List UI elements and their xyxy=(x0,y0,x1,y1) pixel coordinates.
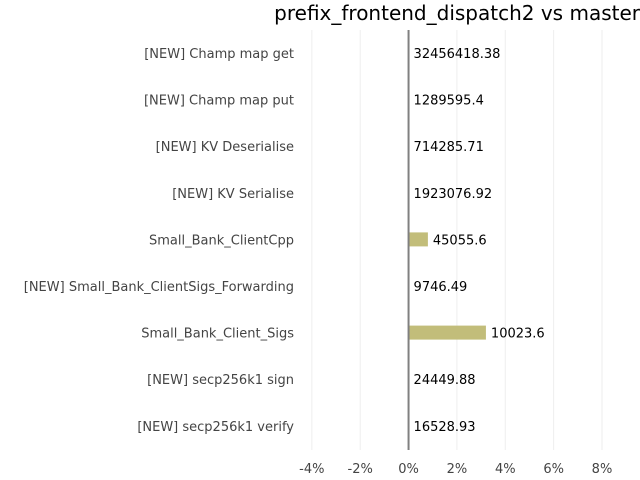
category-labels: [NEW] Champ map get [NEW] Champ map put [N… xyxy=(24,47,295,435)
category-label: [NEW] Small_Bank_ClientSigs_Forwarding xyxy=(24,280,294,295)
bar xyxy=(408,232,428,247)
category-label: [NEW] KV Deserialise xyxy=(156,140,294,155)
category-label: [NEW] secp256k1 sign xyxy=(147,373,294,388)
category-label: [NEW] secp256k1 verify xyxy=(137,420,294,435)
gridlines xyxy=(311,30,603,450)
bars xyxy=(408,232,486,340)
data-label: 1289595.4 xyxy=(414,94,484,109)
category-label: [NEW] Champ map put xyxy=(144,94,294,109)
data-label: 16528.93 xyxy=(414,420,476,435)
bar xyxy=(408,325,486,340)
category-label: [NEW] KV Serialise xyxy=(172,187,294,202)
category-label: Small_Bank_ClientCpp xyxy=(149,233,294,248)
x-tick-label: 8% xyxy=(592,462,613,477)
category-label: [NEW] Champ map get xyxy=(144,47,294,62)
x-tick-label: 0% xyxy=(398,462,419,477)
data-labels: 32456418.38 1289595.4 714285.71 1923076.92 4… xyxy=(414,47,545,435)
x-tick-label: 2% xyxy=(447,462,468,477)
x-tick-label: 4% xyxy=(495,462,516,477)
data-label: 10023.6 xyxy=(491,327,545,342)
category-label: Small_Bank_Client_Sigs xyxy=(141,327,294,342)
data-label: 1923076.92 xyxy=(414,187,493,202)
data-label: 24449.88 xyxy=(414,373,476,388)
chart-title: prefix_frontend_dispatch2 vs master xyxy=(274,1,640,25)
x-tick-label: -2% xyxy=(348,462,373,477)
data-label: 32456418.38 xyxy=(414,47,501,62)
data-label: 45055.6 xyxy=(433,233,487,248)
data-label: 714285.71 xyxy=(414,140,484,155)
x-axis-ticks: -4% -2% 0% 2% 4% 6% 8% xyxy=(299,462,612,477)
data-label: 9746.49 xyxy=(414,280,468,295)
x-tick-label: -4% xyxy=(299,462,324,477)
x-tick-label: 6% xyxy=(543,462,564,477)
